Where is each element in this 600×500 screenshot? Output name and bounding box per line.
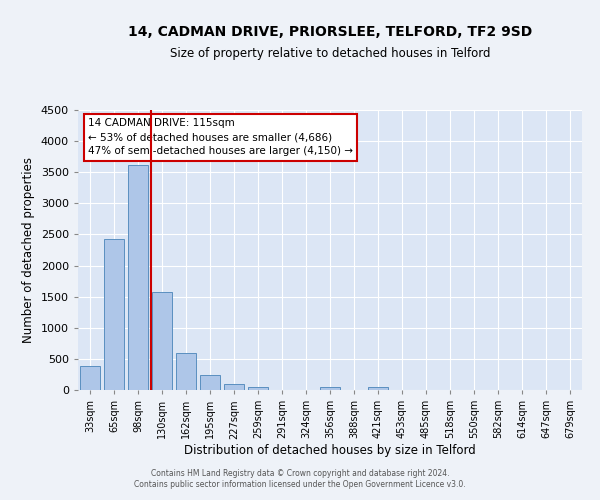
- X-axis label: Distribution of detached houses by size in Telford: Distribution of detached houses by size …: [184, 444, 476, 457]
- Text: 14 CADMAN DRIVE: 115sqm
← 53% of detached houses are smaller (4,686)
47% of semi: 14 CADMAN DRIVE: 115sqm ← 53% of detache…: [88, 118, 353, 156]
- Text: Contains HM Land Registry data © Crown copyright and database right 2024.: Contains HM Land Registry data © Crown c…: [151, 468, 449, 477]
- Bar: [104, 240, 124, 390]
- Text: Size of property relative to detached houses in Telford: Size of property relative to detached ho…: [170, 48, 490, 60]
- Text: 14, CADMAN DRIVE, PRIORSLEE, TELFORD, TF2 9SD: 14, CADMAN DRIVE, PRIORSLEE, TELFORD, TF…: [128, 25, 532, 39]
- Bar: [80, 366, 100, 390]
- Bar: [320, 387, 340, 390]
- Y-axis label: Number of detached properties: Number of detached properties: [22, 157, 35, 343]
- Bar: [128, 165, 148, 390]
- Bar: [200, 375, 220, 390]
- Bar: [176, 352, 196, 390]
- Bar: [224, 384, 244, 390]
- Text: Contains public sector information licensed under the Open Government Licence v3: Contains public sector information licen…: [134, 480, 466, 489]
- Bar: [152, 292, 172, 390]
- Bar: [368, 386, 388, 390]
- Bar: [248, 387, 268, 390]
